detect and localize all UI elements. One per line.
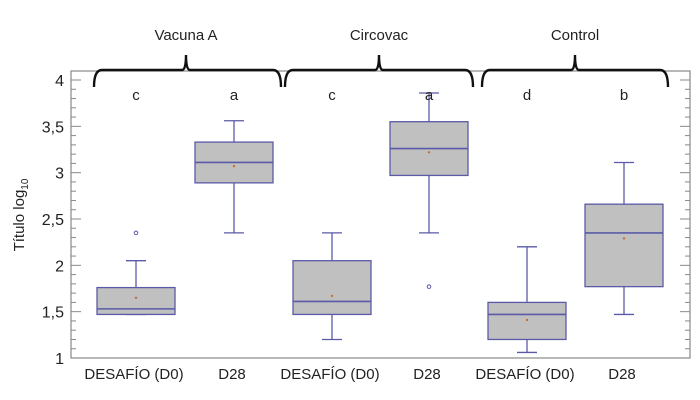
group-bracket: [480, 54, 670, 88]
box-iqr: [584, 203, 664, 288]
mean-marker: [232, 164, 236, 168]
x-tick-label: D28: [218, 366, 246, 383]
group-label: Vacuna A: [154, 27, 217, 44]
box-2: [292, 232, 372, 341]
group-label: Control: [551, 27, 599, 44]
y-tick-label: 1,5: [42, 305, 64, 322]
significance-letter: b: [620, 87, 628, 104]
mean-marker: [622, 237, 626, 240]
x-tick-label: DESAFÍO (D0): [280, 366, 379, 383]
y-tick-label: 3: [55, 166, 64, 183]
significance-letter: a: [230, 87, 239, 104]
y-tick-label: 4: [55, 73, 64, 90]
significance-letter: d: [523, 87, 531, 104]
x-tick-label: DESAFÍO (D0): [475, 366, 574, 383]
box-5: [584, 161, 664, 316]
x-tick-label: DESAFÍO (D0): [84, 366, 183, 383]
box-4: [487, 246, 567, 354]
x-tick-label: D28: [413, 366, 441, 383]
group-label: Circovac: [350, 27, 409, 44]
group-bracket: [92, 54, 283, 88]
y-tick-label: 2: [55, 258, 64, 275]
significance-letter: a: [425, 87, 434, 104]
outlier-point: [426, 284, 432, 289]
box-iqr: [292, 260, 372, 316]
significance-letter: c: [132, 87, 140, 104]
significance-letter: c: [328, 87, 336, 104]
box-0: [96, 230, 176, 316]
box-3: [389, 92, 469, 289]
box-1: [194, 120, 274, 234]
mean-marker: [427, 151, 431, 154]
group-bracket: [283, 54, 475, 88]
plot-frame: [70, 70, 691, 359]
mean-marker: [525, 318, 529, 322]
mean-marker: [330, 294, 334, 298]
y-tick-label: 3,5: [42, 119, 64, 136]
y-tick-label: 1: [55, 351, 64, 368]
y-tick-label: 2,5: [42, 212, 64, 229]
y-axis-label: Título log10: [11, 178, 31, 251]
outlier-point: [133, 230, 139, 236]
mean-marker: [134, 296, 138, 299]
x-tick-label: D28: [608, 366, 636, 383]
box-iqr: [96, 286, 176, 316]
